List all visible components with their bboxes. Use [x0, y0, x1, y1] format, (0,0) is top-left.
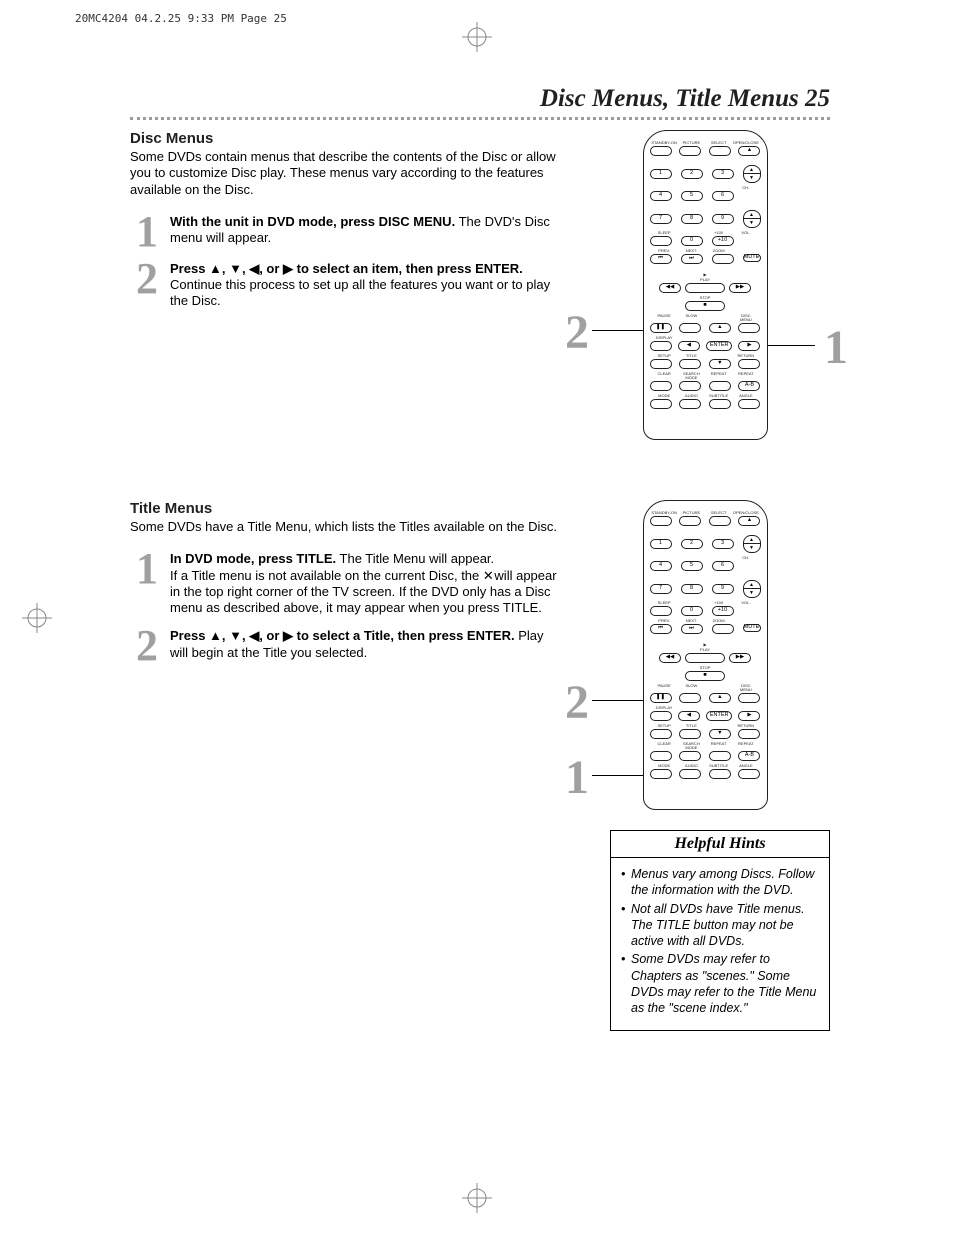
- step-number: 2: [130, 628, 158, 663]
- section-title-menus: Title Menus Some DVDs have a Title Menu,…: [130, 500, 830, 810]
- step-rest: The Title Menu will appear.: [336, 551, 494, 566]
- title-menus-heading: Title Menus: [130, 500, 560, 517]
- callout-2: 2: [565, 675, 589, 730]
- step-bold: Press ▲, ▼, ◀, or ▶ to select an item, t…: [170, 261, 523, 276]
- title-step-1: 1 In DVD mode, press TITLE. The Title Me…: [130, 551, 560, 616]
- helpful-hints-box: Helpful Hints Menus vary among Discs. Fo…: [610, 830, 830, 1031]
- hint-item: Some DVDs may refer to Chapters as "scen…: [621, 951, 819, 1016]
- hint-item: Menus vary among Discs. Follow the infor…: [621, 866, 819, 899]
- crop-mark-bottom: [462, 1183, 492, 1213]
- disc-step-2: 2 Press ▲, ▼, ◀, or ▶ to select an item,…: [130, 261, 560, 310]
- step-body: With the unit in DVD mode, press DISC ME…: [170, 214, 560, 249]
- helpful-hints-heading: Helpful Hints: [611, 831, 829, 858]
- remote-diagram: STANDBY-ONPICTURESELECTOPEN/CLOSE ▲ 123 …: [580, 500, 830, 810]
- remote-diagram: STANDBY-ONPICTURESELECTOPEN/CLOSE ▲ 123 …: [580, 130, 830, 440]
- callout-1: 1: [565, 750, 589, 805]
- step-number: 1: [130, 551, 158, 616]
- step-number: 2: [130, 261, 158, 310]
- step-bold: With the unit in DVD mode, press DISC ME…: [170, 214, 455, 229]
- remote-control: STANDBY-ONPICTURESELECTOPEN/CLOSE ▲ 123 …: [643, 130, 768, 440]
- print-slug: 20MC4204 04.2.25 9:33 PM Page 25: [75, 12, 287, 25]
- title-remote-figure: 2 1 STANDBY-ONPICTURESELECTOPEN/CLOSE ▲ …: [580, 500, 830, 810]
- helpful-hints-body: Menus vary among Discs. Follow the infor…: [611, 858, 829, 1030]
- title-step-2: 2 Press ▲, ▼, ◀, or ▶ to select a Title,…: [130, 628, 560, 663]
- crop-mark-top: [462, 22, 492, 52]
- dotted-rule: [130, 117, 830, 120]
- title-menus-intro: Some DVDs have a Title Menu, which lists…: [130, 519, 560, 535]
- step-body: In DVD mode, press TITLE. The Title Menu…: [170, 551, 560, 616]
- step-bold: In DVD mode, press TITLE.: [170, 551, 336, 566]
- step-body: Press ▲, ▼, ◀, or ▶ to select an item, t…: [170, 261, 560, 310]
- step-rest: Continue this process to set up all the …: [170, 277, 550, 308]
- disc-step-1: 1 With the unit in DVD mode, press DISC …: [130, 214, 560, 249]
- step-bold: Press ▲, ▼, ◀, or ▶ to select a Title, t…: [170, 628, 515, 643]
- callout-2: 2: [565, 305, 589, 360]
- page-content: Disc Menus, Title Menus 25 Disc Menus So…: [130, 85, 830, 1031]
- disc-remote-figure: 2 1 STANDBY-ONPICTURESELECTOPEN/CLOSE ▲ …: [580, 130, 830, 440]
- disc-menus-intro: Some DVDs contain menus that describe th…: [130, 149, 560, 198]
- step-extra-prefix: If a Title menu is not available on the …: [170, 568, 483, 583]
- callout-1: 1: [824, 320, 848, 375]
- remote-control: STANDBY-ONPICTURESELECTOPEN/CLOSE ▲ 123 …: [643, 500, 768, 810]
- page-title: Disc Menus, Title Menus 25: [130, 85, 830, 113]
- hint-item: Not all DVDs have Title menus. The TITLE…: [621, 901, 819, 950]
- crop-mark-left: [22, 603, 52, 633]
- section-disc-menus: Disc Menus Some DVDs contain menus that …: [130, 130, 830, 440]
- invalid-x-icon: ✕: [483, 568, 491, 584]
- step-number: 1: [130, 214, 158, 249]
- step-body: Press ▲, ▼, ◀, or ▶ to select a Title, t…: [170, 628, 560, 663]
- disc-menus-heading: Disc Menus: [130, 130, 560, 147]
